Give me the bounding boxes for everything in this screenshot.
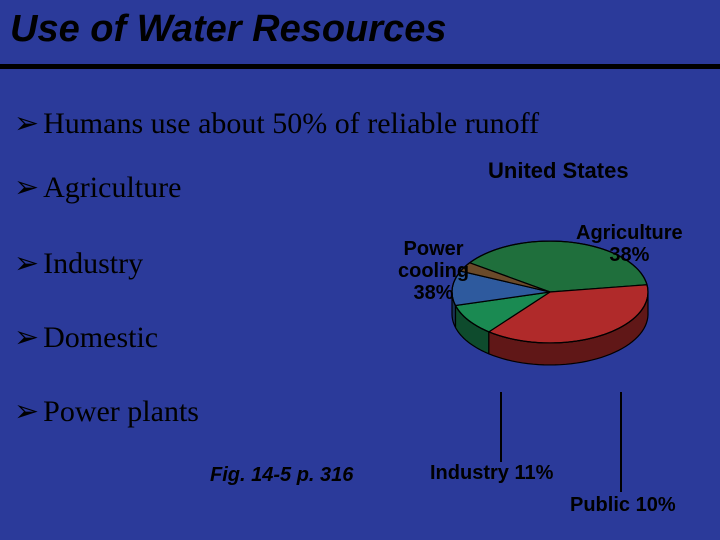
bullet-item: ➢Agriculture (14, 170, 181, 205)
label-line: cooling (398, 260, 469, 282)
figure-caption: Fig. 14-5 p. 316 (210, 464, 353, 487)
label-line: Public 10% (570, 494, 676, 516)
chart-label-public: Public 10% (570, 494, 676, 516)
label-line: 38% (414, 282, 454, 304)
leader-line (620, 392, 622, 492)
bullet-arrow-icon: ➢ (14, 170, 39, 205)
label-line: Agriculture (576, 222, 683, 244)
bullet-text: Industry (43, 247, 143, 280)
label-line: Power (404, 238, 464, 260)
bullet-item: ➢Industry (14, 246, 143, 281)
label-line: 38% (609, 244, 649, 266)
bullet-item: ➢Humans use about 50% of reliable runoff (14, 106, 539, 141)
bullet-item: ➢Domestic (14, 320, 158, 355)
bullet-arrow-icon: ➢ (14, 394, 39, 429)
bullet-arrow-icon: ➢ (14, 246, 39, 281)
title-underline (0, 64, 720, 69)
chart-label-industry: Industry 11% (430, 462, 553, 484)
bullet-arrow-icon: ➢ (14, 320, 39, 355)
bullet-text: Agriculture (43, 171, 181, 204)
slide: Use of Water Resources ➢Humans use about… (0, 0, 720, 540)
leader-line (500, 392, 502, 462)
chart-title: United States (488, 158, 629, 184)
bullet-text: Humans use about 50% of reliable runoff (43, 107, 539, 140)
bullet-item: ➢Power plants (14, 394, 199, 429)
chart-label-power-cooling: Power cooling 38% (398, 238, 469, 304)
chart-label-agriculture: Agriculture 38% (576, 222, 683, 266)
slide-title: Use of Water Resources (10, 8, 446, 51)
label-line: Industry 11% (430, 462, 553, 484)
bullet-arrow-icon: ➢ (14, 106, 39, 141)
bullet-text: Domestic (43, 321, 158, 354)
bullet-text: Power plants (43, 395, 199, 428)
